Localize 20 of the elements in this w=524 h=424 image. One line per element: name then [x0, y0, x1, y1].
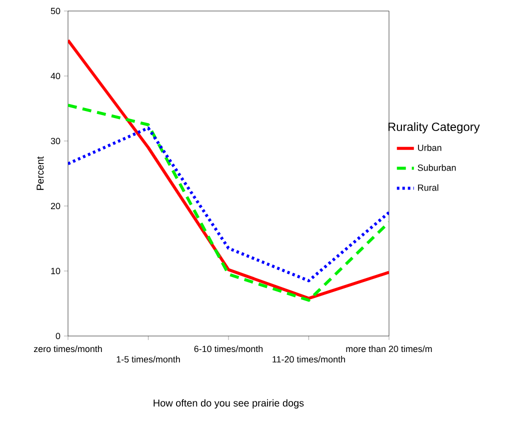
x-tick-label: zero times/month — [34, 346, 102, 352]
y-tick-label: 20 — [50, 202, 60, 210]
y-axis-title: Percent — [36, 156, 44, 190]
y-tick-label: 0 — [56, 332, 60, 340]
x-axis-title: How often do you see prairie dogs — [154, 399, 304, 409]
x-tick-label: 1-5 times/month — [116, 356, 180, 363]
legend-label: Rural — [418, 184, 438, 191]
line-series — [68, 126, 389, 282]
y-tick-label: 10 — [51, 268, 60, 274]
legend-title: Rurality Category — [388, 122, 480, 134]
x-tick-label: 11-20 times/month — [272, 356, 345, 363]
line-series — [68, 104, 389, 302]
x-tick-label: 6-10 times/month — [194, 346, 263, 352]
line-series — [68, 38, 389, 300]
legend-label: Suburban — [418, 164, 456, 171]
y-tick-label: 30 — [50, 138, 60, 144]
y-tick-label: 40 — [50, 72, 60, 80]
legend-label: Urban — [418, 144, 442, 151]
y-tick-label: 50 — [50, 8, 60, 14]
x-tick-label: more than 20 times/m — [346, 346, 432, 352]
